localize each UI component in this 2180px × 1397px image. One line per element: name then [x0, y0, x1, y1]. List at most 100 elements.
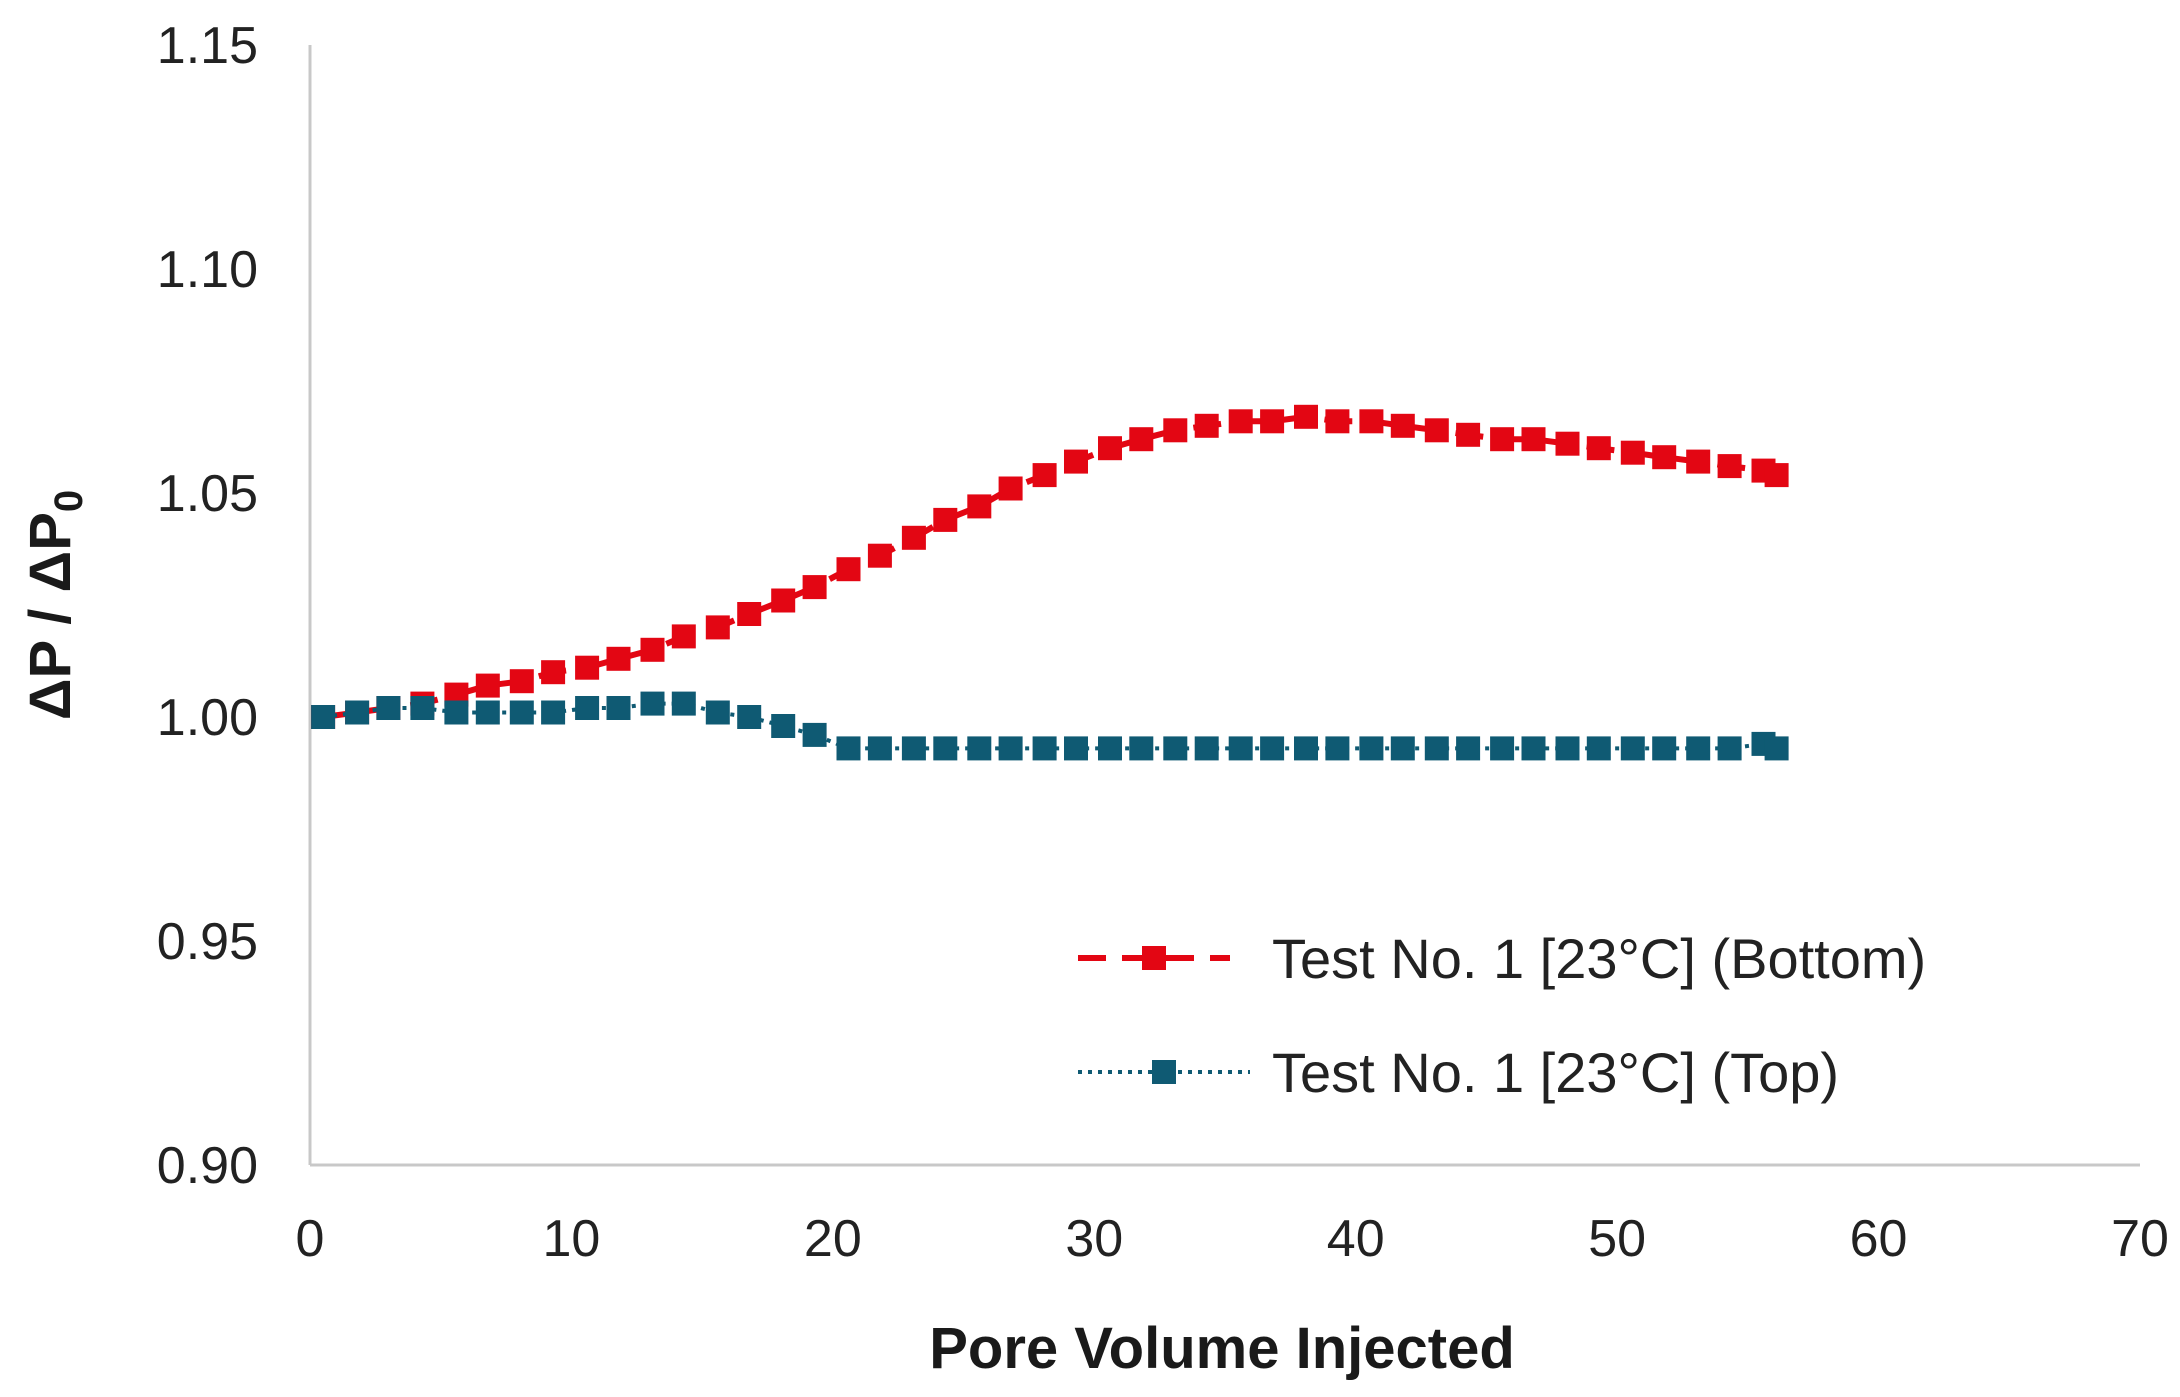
data-point — [998, 736, 1023, 761]
legend-entry-bottom: Test No. 1 [23°C] (Bottom) — [1078, 927, 1926, 990]
data-point — [575, 696, 600, 720]
y-tick-label: 1.05 — [157, 465, 258, 523]
data-point — [867, 736, 892, 761]
data-point — [1555, 431, 1580, 456]
y-tick-label: 1.15 — [157, 17, 258, 75]
data-point — [541, 700, 566, 725]
data-point — [1064, 736, 1088, 761]
data-point — [1390, 413, 1415, 438]
data-point — [606, 646, 631, 671]
legend: Test No. 1 [23°C] (Bottom) Test No. 1 [2… — [1078, 927, 1926, 1104]
data-point — [1620, 440, 1645, 465]
data-point — [1064, 449, 1088, 474]
data-point — [771, 588, 796, 613]
data-point — [1260, 409, 1285, 434]
y-axis-title-subscript: 0 — [47, 490, 91, 512]
data-point — [606, 696, 631, 720]
data-point — [1686, 449, 1711, 474]
x-tick-label: 70 — [2111, 1210, 2169, 1268]
data-point — [836, 736, 861, 761]
data-point — [933, 736, 958, 761]
data-point — [867, 543, 892, 568]
data-point — [1228, 409, 1253, 434]
data-point — [1652, 736, 1677, 761]
data-point — [1390, 736, 1415, 761]
x-tick-label: 0 — [296, 1210, 325, 1268]
data-point — [1129, 736, 1154, 761]
y-axis-title: ΔP / ΔP0 — [18, 490, 91, 720]
data-point — [410, 696, 435, 720]
series-layer — [311, 404, 1789, 761]
data-point — [475, 673, 500, 698]
data-point — [575, 655, 600, 680]
data-point — [1620, 736, 1645, 761]
data-point — [705, 700, 730, 725]
data-point — [1194, 736, 1219, 761]
data-point — [1586, 436, 1611, 461]
data-point — [836, 557, 861, 582]
data-point — [933, 507, 958, 532]
data-point — [1260, 736, 1285, 761]
data-point — [1359, 409, 1384, 434]
legend-marker-bottom — [1142, 946, 1166, 970]
data-point — [1764, 736, 1789, 761]
data-point — [1652, 445, 1677, 470]
data-point — [1032, 463, 1057, 488]
data-point — [1163, 736, 1188, 761]
data-point — [1098, 736, 1122, 761]
data-point — [1424, 736, 1449, 761]
x-tick-labels: 0 10 20 30 40 50 60 70 — [296, 1210, 2169, 1268]
data-point — [1686, 736, 1711, 761]
data-point — [1490, 736, 1515, 761]
legend-marker-top — [1152, 1060, 1176, 1084]
y-tick-label: 0.90 — [157, 1137, 258, 1195]
data-point — [1424, 418, 1449, 443]
data-point — [737, 705, 762, 729]
series-bottom — [311, 404, 1789, 729]
y-tick-labels: 0.90 0.95 1.00 1.05 1.10 1.15 — [157, 17, 258, 1195]
data-point — [998, 476, 1023, 501]
data-point — [1717, 736, 1742, 761]
data-point — [1294, 404, 1318, 429]
data-point — [1555, 736, 1580, 761]
legend-label-bottom: Test No. 1 [23°C] (Bottom) — [1272, 927, 1926, 990]
data-point — [901, 736, 926, 761]
data-point — [311, 705, 336, 729]
data-point — [640, 691, 665, 716]
legend-label-top: Test No. 1 [23°C] (Top) — [1272, 1041, 1839, 1104]
data-point — [1764, 463, 1789, 488]
data-point — [1098, 436, 1122, 461]
x-axis-title: Pore Volume Injected — [929, 1316, 1515, 1381]
data-point — [1032, 736, 1057, 761]
data-point — [444, 700, 469, 725]
x-tick-label: 20 — [804, 1210, 862, 1268]
data-point — [509, 700, 534, 725]
data-point — [901, 525, 926, 550]
data-point — [1228, 736, 1253, 761]
series-top — [311, 691, 1789, 761]
data-point — [376, 696, 401, 720]
y-tick-label: 1.10 — [157, 241, 258, 299]
axes — [308, 45, 2140, 1167]
data-point — [737, 602, 762, 626]
data-point — [1521, 427, 1546, 452]
data-point — [967, 736, 992, 761]
data-point — [802, 722, 827, 747]
data-point — [345, 700, 370, 725]
data-point — [671, 624, 696, 649]
y-tick-label: 1.00 — [157, 689, 258, 747]
data-point — [1325, 736, 1350, 761]
data-point — [771, 714, 796, 738]
x-tick-label: 60 — [1850, 1210, 1908, 1268]
data-point — [541, 660, 566, 685]
x-tick-label: 50 — [1588, 1210, 1646, 1268]
data-point — [640, 637, 665, 662]
data-point — [1586, 736, 1611, 761]
legend-entry-top: Test No. 1 [23°C] (Top) — [1078, 1041, 1839, 1104]
data-point — [509, 669, 534, 694]
data-point — [1456, 736, 1481, 761]
data-point — [1521, 736, 1546, 761]
data-point — [1456, 422, 1481, 447]
data-point — [1163, 418, 1188, 443]
